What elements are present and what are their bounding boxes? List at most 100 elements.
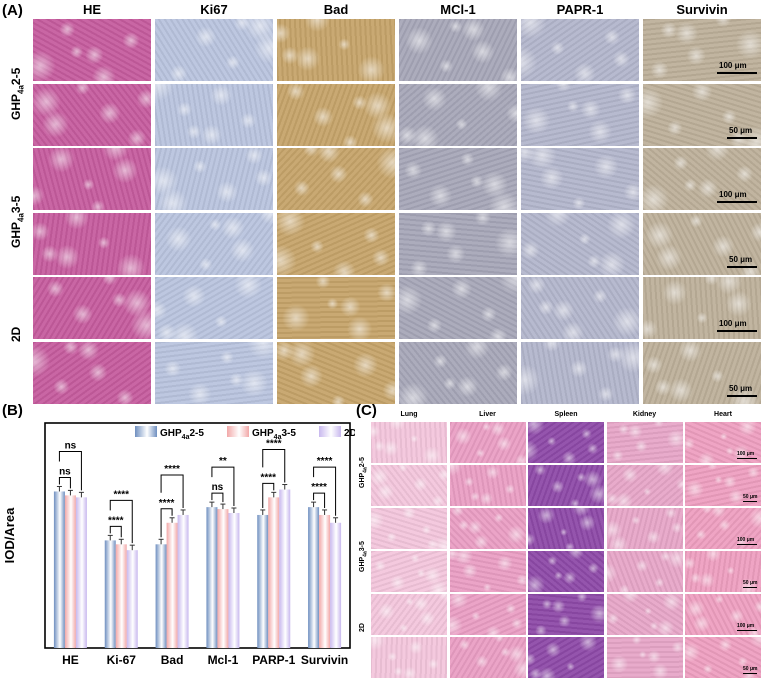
row-label-main: GHP <box>359 472 366 488</box>
organ-header-kidney: Kidney <box>632 411 657 418</box>
organ-micrograph-kidney-4 <box>606 551 683 592</box>
bar-ki-67-series-1 <box>104 540 116 648</box>
organ-micrograph-heart-1 <box>685 422 761 463</box>
row-label: GHP4a2-5 <box>359 457 368 488</box>
panel-c-label: (C) <box>356 402 377 419</box>
bar-survivin-series-1 <box>308 507 320 648</box>
row-label-sub: 4a <box>16 213 26 222</box>
legend-label: GHP4a2-5 <box>160 428 204 441</box>
plot-frame <box>44 422 351 649</box>
organ-micrograph-spleen-6 <box>528 637 604 678</box>
scale-bar-label: 100 μm <box>737 450 755 457</box>
organ-micrograph-kidney-2 <box>606 465 683 506</box>
scale-bar <box>717 72 757 74</box>
significance-label: ns <box>59 466 71 477</box>
bar-survivin-series-2 <box>319 514 331 648</box>
bar-he-series-3 <box>75 497 87 648</box>
organ-micrograph-liver-4 <box>449 551 526 592</box>
micrograph-survivin-5 <box>643 277 761 339</box>
significance-label: **** <box>260 472 276 483</box>
significance-bracket <box>160 474 184 508</box>
row-label: GHP4a3-5 <box>9 196 25 248</box>
micrograph-bad-1 <box>277 19 395 81</box>
micrograph-papr-1-1 <box>521 19 639 81</box>
micrograph-bad-5 <box>277 277 395 339</box>
organ-micrograph-spleen-1 <box>528 422 604 463</box>
organ-micrograph-liver-2 <box>449 465 526 506</box>
row-label: GHP4a3-5 <box>359 541 368 572</box>
micrograph-mcl-1-3 <box>399 148 517 210</box>
column-header-bad: Bad <box>323 2 349 17</box>
micrograph-mcl-1-1 <box>399 19 517 81</box>
micrograph-papr-1-4 <box>521 212 639 275</box>
organ-micrograph-liver-6 <box>449 637 526 678</box>
micrograph-ki67-6 <box>155 341 273 404</box>
organ-header-liver: Liver <box>479 411 496 418</box>
organ-micrograph-heart-2 <box>685 465 761 506</box>
significance-label: **** <box>113 489 129 500</box>
iod-bar-chart: IOD/Area HE ns ns Ki-67 **** **** Bad **** **** Mc… <box>2 422 355 667</box>
micrograph-papr-1-2 <box>521 83 639 146</box>
significance-bracket <box>58 450 82 491</box>
scale-bar-label: 50 μm <box>743 579 758 586</box>
bar-parp-1-series-3 <box>279 489 291 648</box>
micrograph-mcl-1-5 <box>399 277 517 339</box>
organ-micrograph-liver-3 <box>449 508 526 549</box>
micrograph-papr-1-3 <box>521 148 639 210</box>
significance-label: ** <box>219 456 227 467</box>
scale-bar <box>743 672 757 674</box>
organ-micrograph-heart-5 <box>685 594 761 635</box>
row-label-tail: 3-5 <box>9 195 23 214</box>
column-header-mcl-1: MCl-1 <box>440 2 476 17</box>
row-label-tail: 2-5 <box>359 457 366 468</box>
micrograph-he-5 <box>33 277 151 339</box>
bar-ki-67-series-3 <box>126 550 138 648</box>
scale-bar-label: 50 μm <box>729 254 753 264</box>
organ-micrograph-kidney-3 <box>606 508 683 549</box>
column-header-he: HE <box>82 2 102 17</box>
organ-micrograph-kidney-6 <box>606 637 683 678</box>
scale-bar-label: 100 μm <box>737 536 755 543</box>
micrograph-ki67-3 <box>155 148 273 210</box>
micrograph-ki67-5 <box>155 277 273 339</box>
scale-bar-label: 100 μm <box>719 61 747 70</box>
bar-bad-series-1 <box>155 544 167 648</box>
micrograph-survivin-3 <box>643 148 761 210</box>
scale-bar <box>727 394 757 397</box>
significance-bracket <box>58 476 71 489</box>
significance-label: ns <box>212 482 224 493</box>
legend-label: GHP4a3-5 <box>252 428 296 441</box>
scale-bar-label: 50 μm <box>729 125 753 135</box>
panel-a-label: (A) <box>2 2 23 19</box>
micrograph-ki67-1 <box>155 19 273 81</box>
micrograph-he-4 <box>33 212 151 275</box>
organ-micrograph-liver-5 <box>449 594 526 635</box>
micrograph-bad-2 <box>277 83 395 146</box>
column-header-survivin: Survivin <box>676 2 728 17</box>
organ-micrograph-lung-1 <box>371 422 447 463</box>
organ-micrograph-lung-2 <box>371 465 447 506</box>
micrograph-he-2 <box>33 83 151 146</box>
micrograph-mcl-1-2 <box>399 83 517 146</box>
organ-micrograph-heart-6 <box>685 637 761 678</box>
bar-parp-1-series-1 <box>257 514 269 648</box>
organ-micrograph-liver-1 <box>449 422 526 463</box>
organ-micrograph-kidney-1 <box>606 422 683 463</box>
micrograph-survivin-4 <box>643 212 761 275</box>
y-axis-label: IOD/Area <box>2 507 17 563</box>
significance-label: **** <box>317 456 333 467</box>
organ-header-heart: Heart <box>714 411 732 418</box>
legend-swatch <box>135 426 157 437</box>
scale-bar <box>727 136 757 139</box>
micrograph-ki67-2 <box>155 83 273 146</box>
scale-bar <box>737 629 757 631</box>
significance-bracket <box>109 499 133 544</box>
organ-header-spleen: Spleen <box>554 411 578 418</box>
x-tick-label: Survivin <box>301 653 348 667</box>
organ-header-lung: Lung <box>400 411 418 418</box>
micrograph-survivin-1 <box>643 19 761 81</box>
significance-bracket <box>160 508 173 538</box>
significance-label: **** <box>164 464 180 475</box>
micrograph-survivin-2 <box>643 83 761 146</box>
row-label-main: GHP <box>9 221 23 248</box>
